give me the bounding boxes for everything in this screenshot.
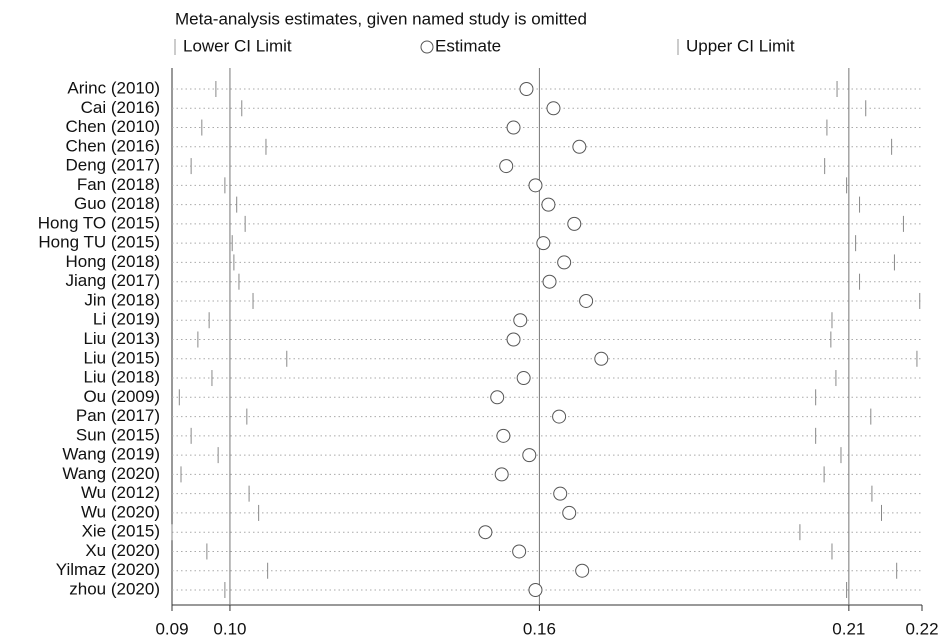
estimate xyxy=(567,216,582,231)
x-tick-label: 0.16 xyxy=(523,619,556,638)
x-tick-label: 0.10 xyxy=(213,619,246,638)
y-tick-label: Xie (2015) xyxy=(82,522,160,541)
estimate xyxy=(575,563,590,578)
estimate xyxy=(478,525,493,540)
legend-label: Estimate xyxy=(435,36,501,55)
y-tick-label: Wu (2012) xyxy=(81,483,160,502)
y-tick-label: Jin (2018) xyxy=(84,290,160,309)
y-tick-label: Hong TO (2015) xyxy=(38,213,160,232)
estimate xyxy=(516,371,531,386)
x-tick-label: 0.21 xyxy=(832,619,865,638)
estimate xyxy=(557,255,572,270)
estimate xyxy=(579,293,594,308)
estimate xyxy=(536,236,551,251)
y-tick-label: Deng (2017) xyxy=(65,156,160,175)
x-tick-label: 0.22 xyxy=(905,619,938,638)
y-tick-label: Fan (2018) xyxy=(77,175,160,194)
y-tick-label: Hong (2018) xyxy=(65,252,160,271)
estimate xyxy=(572,139,587,154)
y-tick-label: Liu (2015) xyxy=(83,348,160,367)
y-tick-label: Ou (2009) xyxy=(83,387,160,406)
legend-label: Lower CI Limit xyxy=(183,36,292,55)
estimate xyxy=(594,351,609,366)
legend-symbol xyxy=(420,40,434,54)
y-tick-label: Pan (2017) xyxy=(76,406,160,425)
estimate xyxy=(494,467,509,482)
y-tick-label: Wu (2020) xyxy=(81,502,160,521)
y-tick-label: Cai (2016) xyxy=(81,98,160,117)
y-tick-label: zhou (2020) xyxy=(69,579,160,598)
estimate xyxy=(528,178,543,193)
y-tick-label: Wang (2019) xyxy=(62,445,160,464)
estimate xyxy=(552,409,567,424)
estimate xyxy=(542,274,557,289)
y-tick-label: Li (2019) xyxy=(93,310,160,329)
estimate xyxy=(562,505,577,520)
estimate xyxy=(519,82,534,96)
estimate xyxy=(541,197,556,212)
y-tick-label: Yilmaz (2020) xyxy=(56,560,160,579)
estimate xyxy=(506,120,521,135)
estimate xyxy=(513,313,528,328)
y-tick-label: Chen (2016) xyxy=(65,136,160,155)
y-tick-label: Jiang (2017) xyxy=(65,271,160,290)
estimate xyxy=(512,544,527,559)
chart-title: Meta-analysis estimates, given named stu… xyxy=(175,9,587,28)
y-tick-label: Arinc (2010) xyxy=(67,78,160,97)
y-tick-label: Sun (2015) xyxy=(76,425,160,444)
legend-label: Upper CI Limit xyxy=(686,36,795,55)
estimate xyxy=(499,159,514,174)
y-tick-label: Xu (2020) xyxy=(85,541,160,560)
y-tick-label: Guo (2018) xyxy=(74,194,160,213)
estimate xyxy=(496,428,511,443)
estimate xyxy=(490,390,505,405)
estimate xyxy=(506,332,521,347)
estimate xyxy=(553,486,568,501)
estimate xyxy=(546,101,561,116)
y-tick-label: Wang (2020) xyxy=(62,464,160,483)
y-tick-label: Liu (2018) xyxy=(83,368,160,387)
y-tick-label: Chen (2010) xyxy=(65,117,160,136)
y-tick-label: Liu (2013) xyxy=(83,329,160,348)
estimate xyxy=(528,583,543,597)
x-tick-label: 0.09 xyxy=(155,619,188,638)
estimate xyxy=(522,448,537,463)
y-tick-label: Hong TU (2015) xyxy=(38,233,160,252)
